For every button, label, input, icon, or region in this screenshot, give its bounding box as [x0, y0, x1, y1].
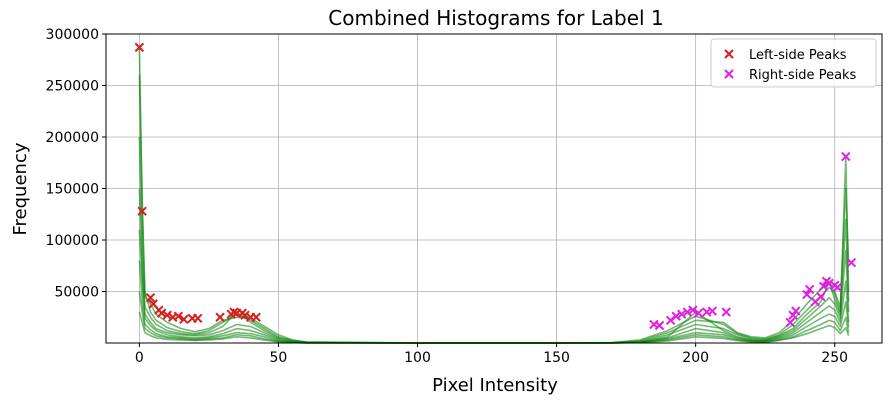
right-side-peaks-marker: [677, 309, 687, 319]
right-side-peaks-marker: [802, 289, 812, 300]
right-side-peaks-marker: [846, 257, 857, 268]
axis-ticks: 0 50 100 150 200 250 50000 100000 150000 200000 25…: [46, 27, 849, 366]
right-side-peaks-marker: [688, 305, 698, 315]
x-tick-label: 0: [135, 350, 144, 366]
left-side-peaks-marker: [173, 311, 184, 321]
right-side-peaks-marker: [785, 317, 795, 328]
left-side-peaks-marker: [134, 42, 145, 53]
left-side-peaks-marker: [162, 310, 172, 320]
right-side-peaks-marker: [665, 315, 676, 326]
left-side-peaks-marker: [240, 310, 250, 320]
y-tick-label: 300000: [46, 27, 99, 43]
right-side-peaks-marker: [824, 278, 834, 288]
right-side-peaks-marker: [832, 282, 843, 293]
right-side-peaks-marker: [791, 306, 801, 316]
y-tick-label: 150000: [46, 182, 99, 198]
legend-box: [710, 38, 877, 88]
right-side-peaks-marker: [671, 311, 681, 321]
peak-markers: [134, 42, 857, 331]
right-side-peaks-marker: [654, 320, 665, 331]
x-tick-label: 100: [404, 350, 431, 366]
legend-marker-left-side-peaks: [724, 49, 734, 59]
x-tick-label: 50: [270, 350, 288, 366]
right-side-peaks-marker: [804, 284, 815, 295]
right-side-peaks-marker: [818, 281, 829, 292]
x-tick-label: 200: [682, 350, 709, 366]
x-axis-label: Pixel Intensity: [432, 375, 558, 396]
legend-marker-right-side-peaks: [724, 69, 734, 79]
right-side-peaks-marker: [693, 308, 704, 318]
x-tick-label: 250: [821, 350, 848, 366]
legend-label-right-side-peaks: Right-side Peaks: [749, 68, 857, 83]
left-side-peaks-marker: [251, 312, 261, 322]
y-tick-label: 50000: [54, 285, 99, 301]
left-side-peaks-marker: [137, 206, 147, 216]
y-tick-label: 250000: [46, 79, 99, 95]
left-side-peaks-marker: [229, 307, 239, 317]
left-side-peaks-marker: [145, 292, 156, 303]
right-side-peaks-marker: [707, 306, 718, 316]
left-side-peaks-marker: [193, 313, 203, 323]
right-side-peaks-marker: [816, 291, 826, 302]
left-side-peaks-marker: [215, 312, 225, 322]
left-side-peaks-marker: [179, 314, 189, 325]
legend-label-left-side-peaks: Left-side Peaks: [749, 48, 847, 63]
y-tick-label: 100000: [46, 233, 99, 249]
legend: Left-side Peaks Right-side Peaks: [710, 38, 877, 88]
x-tick-label: 150: [543, 350, 570, 366]
y-tick-label: 200000: [46, 130, 99, 146]
left-side-peaks-marker: [156, 308, 167, 318]
right-side-peaks-marker: [721, 307, 731, 317]
y-axis-label: Frequency: [10, 142, 31, 235]
right-side-peaks-marker: [682, 307, 693, 317]
right-side-peaks-marker: [841, 151, 851, 162]
chart-title: Combined Histograms for Label 1: [328, 6, 663, 30]
